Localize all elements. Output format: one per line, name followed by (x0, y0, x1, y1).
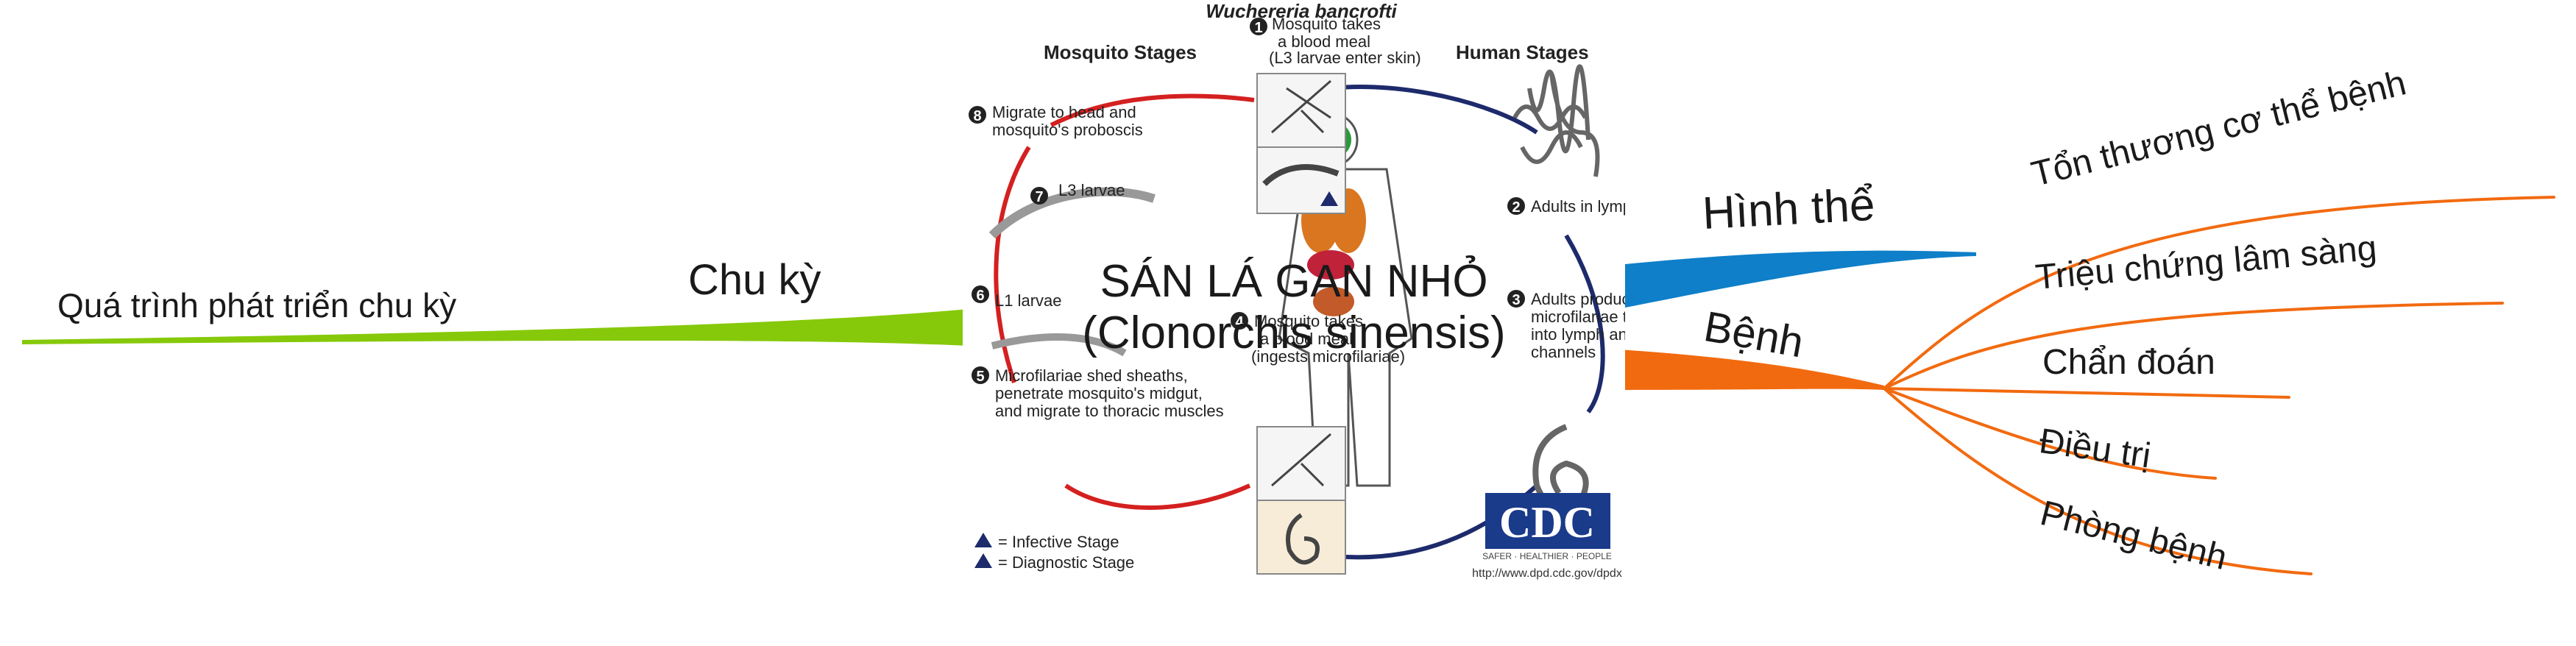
svg-text:(L3 larvae enter skin): (L3 larvae enter skin) (1269, 49, 1421, 67)
svg-text:5: 5 (976, 369, 984, 385)
svg-text:(ingests microfilariae): (ingests microfilariae) (1251, 347, 1405, 366)
svg-text:and migrate to thoracic muscle: and migrate to thoracic muscles (995, 402, 1224, 420)
branch-hinh-the-shape (1618, 250, 1976, 309)
arrow-human-top (1330, 85, 1538, 135)
svg-text:Adults in lymphatics: Adults in lymphatics (1531, 197, 1625, 216)
arrow-human-right (1564, 234, 1605, 413)
svg-text:1: 1 (1254, 20, 1262, 36)
svg-text:6: 6 (976, 288, 984, 304)
arrow-mosquito-left (994, 146, 1031, 383)
step-2: 2 Adults in lymphatics (1507, 197, 1625, 216)
svg-text:4: 4 (1235, 314, 1244, 330)
sub-branch-dieu-tri (1883, 387, 2217, 480)
sub-branch-ton-thuong (1883, 196, 2555, 390)
svg-text:3: 3 (1512, 292, 1520, 308)
lifecycle-image: Wuchereria bancrofti Mosquito Stages Hum… (963, 0, 1625, 611)
step-3: 3 Adults produce sheathed microfilariae … (1507, 290, 1625, 361)
svg-text:microfilariae that migrate: microfilariae that migrate (1531, 308, 1625, 326)
svg-text:2: 2 (1512, 199, 1520, 216)
svg-text:a blood meal: a blood meal (1278, 32, 1370, 51)
svg-text:= Diagnostic Stage: = Diagnostic Stage (998, 553, 1134, 572)
arrow-mosquito-bottom (1064, 483, 1251, 510)
central-topic-line1: SÁN LÁ GAN NHỎ (1100, 256, 1488, 307)
svg-text:Microfilariae shed sheaths,: Microfilariae shed sheaths, (995, 366, 1188, 385)
svg-text:penetrate mosquito's midgut,: penetrate mosquito's midgut, (995, 384, 1203, 402)
adult-worms-drawing (1512, 64, 1600, 177)
svg-text:mosquito's proboscis: mosquito's proboscis (992, 121, 1143, 139)
svg-text:CDC: CDC (1499, 498, 1595, 547)
svg-text:= Infective Stage: = Infective Stage (998, 533, 1119, 551)
l1-larvae-drawing (991, 333, 1127, 357)
branch-benh-shape (1618, 349, 1884, 390)
sub-branch-phong-benh (1883, 387, 2313, 575)
topic-qua-trinh-phat-trien[interactable]: Quá trình phát triển chu kỳ (57, 286, 457, 324)
svg-text:Migrate to head and: Migrate to head and (992, 103, 1136, 121)
svg-text:L1 larvae: L1 larvae (995, 291, 1062, 310)
step-4: 4 Mosquito takes a blood meal (ingests m… (1231, 312, 1405, 366)
step-5: 5 Microfilariae shed sheaths, penetrate … (972, 366, 1224, 420)
svg-text:Mosquito takes: Mosquito takes (1272, 15, 1381, 33)
svg-text:8: 8 (973, 108, 981, 124)
svg-text:into lymph and blood: into lymph and blood (1531, 325, 1625, 344)
arrow-mosquito-top (1050, 93, 1255, 127)
central-topic-line2: (Clonorchis sinensis) (1082, 308, 1506, 358)
image-legend: = Infective Stage = Diagnostic Stage (974, 533, 1134, 572)
svg-text:L3 larvae: L3 larvae (1058, 181, 1125, 199)
topic-chan-doan[interactable]: Chẩn đoán (2042, 343, 2215, 382)
svg-text:http://www.dpd.cdc.gov/dpdx: http://www.dpd.cdc.gov/dpdx (1472, 567, 1622, 580)
step-7: 7 L3 larvae (1030, 181, 1125, 205)
benh-sub-branches (1883, 196, 2555, 575)
svg-text:Mosquito takes: Mosquito takes (1254, 312, 1363, 330)
svg-text:channels: channels (1531, 343, 1596, 361)
sub-branch-trieu-chung (1883, 302, 2504, 390)
svg-text:a blood meal: a blood meal (1260, 330, 1353, 348)
step-6: 6 L1 larvae (972, 285, 1062, 310)
step-8: 8 Migrate to head and mosquito's probosc… (969, 103, 1143, 139)
branch-chu-ky-shape (22, 309, 968, 346)
svg-text:Adults produce sheathed: Adults produce sheathed (1531, 290, 1625, 308)
svg-text:7: 7 (1035, 189, 1043, 205)
l3-larvae-drawing (988, 187, 1156, 239)
image-title: Wuchereria bancrofti (1206, 0, 1397, 22)
step-1: 1 Mosquito takes a blood meal (L3 larvae… (1250, 15, 1421, 67)
mosquito-stages-heading: Mosquito Stages (1044, 41, 1197, 63)
cdc-logo: CDC SAFER · HEALTHIER · PEOPLE http://ww… (1472, 493, 1622, 580)
inset-microfilaria (1256, 500, 1346, 575)
branch-hinh-the-label[interactable]: Hình thể (1701, 179, 1877, 240)
human-stages-heading: Human Stages (1456, 41, 1589, 63)
central-topic[interactable]: SÁN LÁ GAN NHỎ (Clonorchis sinensis) (963, 256, 1625, 359)
svg-text:SAFER · HEALTHIER · PEOPLE: SAFER · HEALTHIER · PEOPLE (1482, 551, 1612, 561)
branch-chu-ky-label[interactable]: Chu kỳ (688, 256, 821, 304)
sub-branch-chan-doan (1883, 387, 2290, 399)
